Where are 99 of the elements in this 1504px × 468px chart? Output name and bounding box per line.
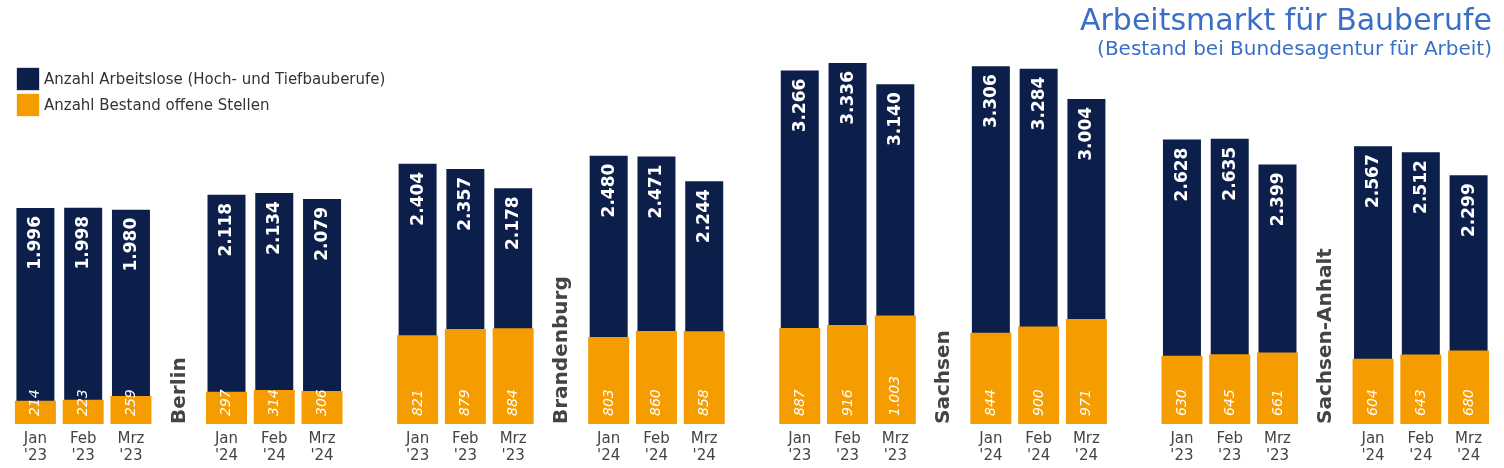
data-label: 2.299 <box>1457 183 1478 237</box>
data-label: 2.404 <box>406 171 427 226</box>
bar <box>779 328 821 424</box>
x-tick-label: Jan '24 <box>1360 428 1385 464</box>
bar <box>1065 318 1107 424</box>
x-tick-label: Feb '23 <box>834 428 861 464</box>
bar <box>1400 354 1442 424</box>
bar <box>588 337 630 424</box>
bar <box>970 332 1012 424</box>
bar <box>1257 352 1298 424</box>
data-label: 3.266 <box>788 78 809 133</box>
data-label: 630 <box>1172 389 1189 416</box>
data-label: 860 <box>647 389 664 416</box>
x-tick-label: Feb '23 <box>1216 428 1244 464</box>
bar <box>492 328 534 424</box>
data-label: 3.336 <box>836 71 857 125</box>
data-label: 916 <box>838 389 855 416</box>
bar <box>444 328 486 424</box>
x-tick-label: Jan '23 <box>1169 428 1194 464</box>
data-label: 2.567 <box>1362 154 1383 208</box>
bar <box>253 390 295 424</box>
x-tick-label: Feb '24 <box>1025 428 1052 464</box>
x-tick-label: Mrz '24 <box>308 428 336 464</box>
data-label: 884 <box>504 389 521 416</box>
x-tick-label: Jan '24 <box>213 428 239 464</box>
data-label: 2.399 <box>1266 172 1287 227</box>
data-label: 3.004 <box>1075 106 1096 161</box>
x-tick-label: Mrz '24 <box>1072 428 1101 464</box>
x-tick-label: Jan '23 <box>787 428 812 464</box>
annotation: Sachsen <box>930 330 955 424</box>
x-tick-label: Mrz '23 <box>117 428 145 464</box>
data-label: 844 <box>981 389 998 416</box>
data-label: 2.471 <box>645 164 666 219</box>
data-label: 1.996 <box>24 216 45 270</box>
bar <box>1352 358 1394 424</box>
data-label: 971 <box>1077 389 1094 416</box>
data-label: 680 <box>1459 389 1476 416</box>
data-label: 214 <box>26 389 43 416</box>
x-tick-label: Feb '23 <box>69 428 97 464</box>
data-label: 879 <box>456 389 473 416</box>
data-label: 2.244 <box>693 189 714 243</box>
x-tick-label: Feb '24 <box>1407 428 1435 464</box>
data-label: 2.512 <box>1409 160 1430 214</box>
data-label: 3.284 <box>1027 76 1048 131</box>
x-tick-label: Mrz '23 <box>1264 428 1292 464</box>
data-label: 259 <box>121 389 138 416</box>
x-tick-label: Mrz '23 <box>881 428 909 464</box>
bar <box>683 331 725 424</box>
x-tick-label: Feb '23 <box>452 428 479 464</box>
bar <box>397 335 439 424</box>
x-tick-label: Jan '23 <box>405 428 430 464</box>
bar <box>827 324 869 424</box>
data-label: 900 <box>1029 389 1046 416</box>
data-label: 2.628 <box>1170 147 1191 202</box>
data-label: 821 <box>408 389 425 416</box>
bar <box>635 330 677 424</box>
x-tick-label: Jan '24 <box>978 428 1003 464</box>
bar <box>874 315 916 424</box>
data-label: 803 <box>599 389 616 416</box>
data-label: 887 <box>790 389 807 416</box>
data-label: 2.635 <box>1218 146 1239 201</box>
bar <box>1161 355 1203 424</box>
data-label: 297 <box>217 389 234 416</box>
x-tick-label: Mrz '23 <box>499 428 527 464</box>
data-label: 1.003 <box>886 375 903 416</box>
annotation: Sachsen-Anhalt <box>1312 247 1337 424</box>
data-label: 3.140 <box>884 92 905 146</box>
bar <box>1018 326 1060 424</box>
data-label: 661 <box>1268 389 1285 416</box>
annotation: Brandenburg <box>547 276 572 424</box>
data-label: 643 <box>1411 389 1428 416</box>
bar <box>1209 354 1251 424</box>
bar <box>1448 350 1490 424</box>
data-label: 1.998 <box>72 215 93 270</box>
data-label: 858 <box>695 389 712 416</box>
data-label: 2.178 <box>502 196 523 251</box>
annotation: Berlin <box>165 357 190 424</box>
x-tick-label: Feb '24 <box>643 428 670 464</box>
chart-title: Arbeitsmarkt für Bauberufe <box>1080 2 1492 37</box>
chart-subtitle: (Bestand bei Bundesagentur für Arbeit) <box>1097 36 1492 60</box>
data-label: 1.980 <box>119 217 140 272</box>
data-label: 2.079 <box>311 207 332 261</box>
x-tick-label: Jan '24 <box>596 428 621 464</box>
data-label: 2.134 <box>263 200 284 255</box>
data-label: 645 <box>1220 389 1237 416</box>
data-label: 314 <box>265 389 282 416</box>
data-label: 2.357 <box>454 176 475 231</box>
data-label: 604 <box>1364 389 1381 416</box>
data-label: 2.480 <box>597 163 618 218</box>
data-label: 306 <box>313 389 330 416</box>
x-tick-label: Mrz '24 <box>690 428 718 464</box>
x-tick-label: Feb '24 <box>260 428 288 464</box>
data-label: 2.118 <box>215 202 236 257</box>
data-label: 223 <box>74 389 91 416</box>
legend-label: Anzahl Bestand offene Stellen <box>44 96 270 114</box>
data-label: 3.306 <box>979 74 1000 129</box>
x-tick-label: Mrz '24 <box>1455 428 1483 464</box>
legend-label: Anzahl Arbeitslose (Hoch- und Tiefbauberufe) <box>44 70 386 88</box>
x-tick-label: Jan '23 <box>22 428 48 464</box>
